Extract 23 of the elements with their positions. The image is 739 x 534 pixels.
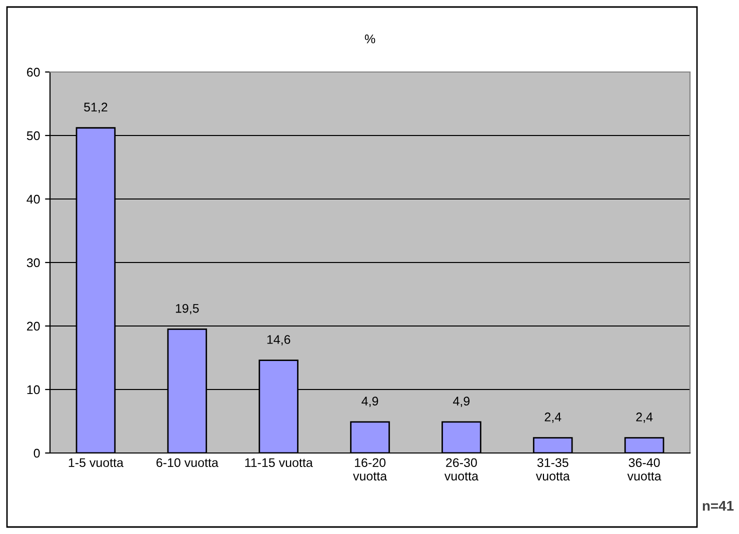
x-tick-label: 6-10 vuotta	[156, 458, 218, 468]
y-tick-label: 10	[27, 385, 40, 394]
y-tick-label: 40	[26, 194, 40, 204]
data-label: 2,4	[544, 412, 562, 423]
x-tick-label: 1-5 vuotta	[68, 458, 124, 468]
y-tick-label: 0	[34, 448, 40, 458]
data-label: 14,6	[267, 335, 290, 346]
y-tick-label: 30	[26, 258, 40, 268]
data-label: 4,9	[362, 396, 378, 407]
text: n=41	[702, 501, 734, 511]
data-label: 19,5	[176, 304, 199, 314]
x-tick-label: 26-30 vuotta	[444, 458, 478, 481]
x-tick-label: 16-20 vuotta	[353, 458, 388, 481]
y-tick-label: 20	[27, 322, 40, 331]
x-tick-label: 31-35 vuotta	[536, 458, 570, 481]
y-tick-label: 60	[27, 68, 40, 77]
y-tick-label: 50	[26, 131, 40, 140]
x-tick-label: 11-15 vuotta	[245, 458, 313, 468]
x-tick-label: 36-40 vuotta	[627, 458, 662, 481]
data-label: 2,4	[636, 412, 653, 423]
data-label: 51,2	[84, 102, 108, 113]
chart-title: %	[364, 34, 376, 44]
data-label: 4,9	[453, 396, 470, 407]
